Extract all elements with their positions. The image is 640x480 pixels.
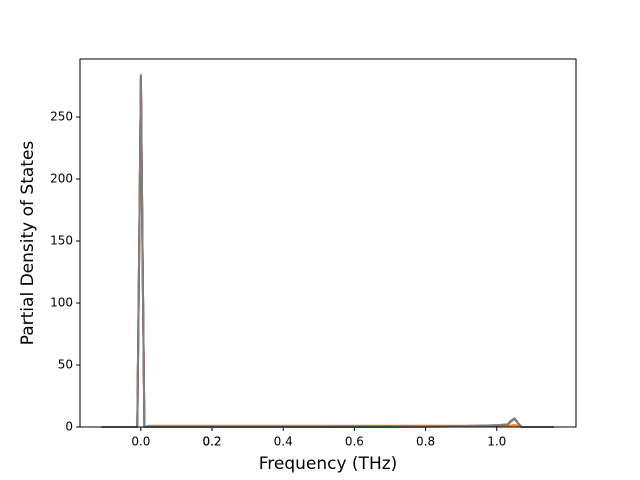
data-line	[101, 75, 554, 428]
y-tick-label: 150	[50, 234, 73, 248]
x-axis-label: Frequency (THz)	[259, 454, 398, 474]
x-tick-label: 0.2	[202, 435, 221, 449]
x-tick-label: 0.8	[416, 435, 435, 449]
x-tick-label: 0.2	[202, 435, 221, 449]
x-tick-label: 0.6	[345, 435, 364, 449]
x-tick-label: 1.0	[487, 435, 506, 449]
x-tick-label: 0.4	[274, 435, 293, 449]
x-tick-label: 0.0	[131, 435, 150, 449]
data-line	[101, 73, 554, 428]
data-line	[101, 76, 554, 428]
plot-frame	[79, 58, 577, 428]
y-tick-label: 0	[65, 420, 73, 434]
y-tick-label: 100	[50, 296, 73, 310]
y-axis-label: Partial Density of States	[18, 141, 38, 346]
y-tick-label: 250	[50, 110, 73, 124]
data-line	[101, 78, 554, 428]
data-line	[101, 75, 554, 428]
y-tick-label: 200	[50, 172, 73, 186]
y-tick-label: 50	[58, 358, 73, 372]
